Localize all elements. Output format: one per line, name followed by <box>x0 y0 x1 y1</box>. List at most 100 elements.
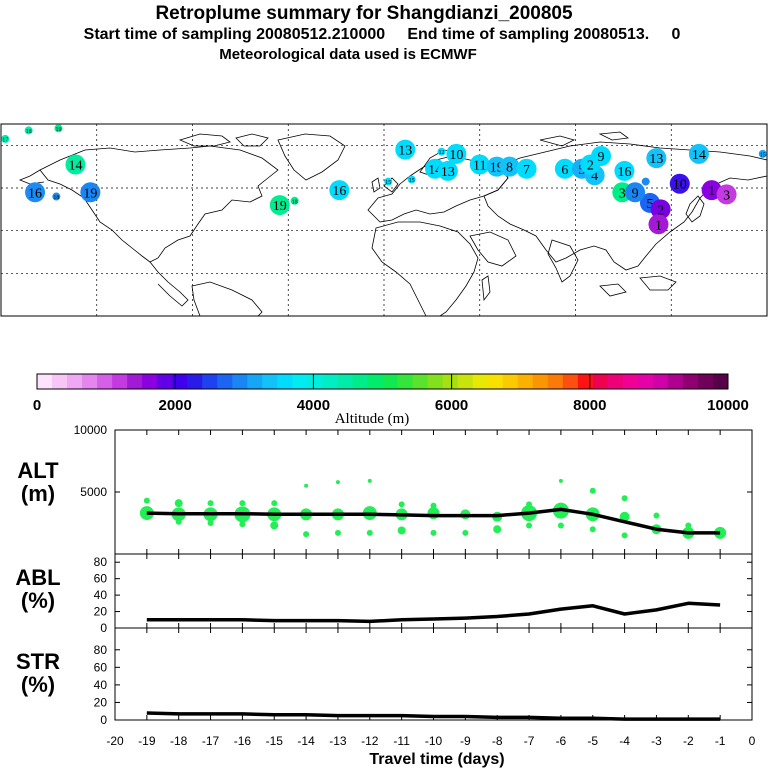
cluster-label: 11 <box>473 159 486 174</box>
y-tick-label: 5000 <box>80 485 107 499</box>
x-tick-label: -11 <box>393 734 410 748</box>
cluster-label: 3 <box>723 188 730 203</box>
cluster-marker: 14 <box>65 154 86 175</box>
cluster-marker: 6 <box>554 158 575 179</box>
alt-scatter-point <box>366 529 373 536</box>
sampling-time-line: Start time of sampling 20080512.210000 E… <box>83 26 681 43</box>
colorbar-cell <box>547 374 564 389</box>
colorbar-cell <box>397 374 414 389</box>
cluster-dot <box>54 124 63 133</box>
y-tick-label: 0 <box>100 713 107 727</box>
colorbar-cell <box>682 374 699 389</box>
cluster-marker: 13 <box>395 139 416 160</box>
colorbar-cell <box>322 374 338 389</box>
alt-panel-label: ALT <box>17 458 59 483</box>
cluster-label: 7 <box>523 163 530 178</box>
y-tick-label: 40 <box>94 678 108 692</box>
cluster-marker: 19 <box>80 182 101 203</box>
cluster-label: 17 <box>2 137 8 143</box>
alt-scatter-point <box>685 522 692 529</box>
str-panel-unit: (%) <box>21 672 55 697</box>
colorbar-cell <box>262 374 278 389</box>
cluster-label: 5 <box>578 163 585 178</box>
colorbar-cell <box>127 374 143 389</box>
cluster-dot <box>446 143 467 164</box>
x-tick-label: -12 <box>361 734 379 748</box>
x-tick-label: -19 <box>138 734 156 748</box>
cluster-marker: 7 <box>516 158 537 179</box>
y-tick-label: 20 <box>94 695 108 709</box>
x-tick-label: -20 <box>106 734 124 748</box>
alt-scatter-point <box>398 501 405 508</box>
cluster-label: 18 <box>292 199 298 205</box>
cluster-dot <box>24 126 33 135</box>
cluster-marker: 13 <box>646 148 667 169</box>
cluster-dot <box>614 160 635 181</box>
alt-scatter-point <box>430 502 437 509</box>
abl-panel-label: ABL <box>15 565 60 590</box>
colorbar-cell <box>382 374 399 389</box>
cluster-dot <box>641 177 650 186</box>
x-tick-label: -16 <box>234 734 252 748</box>
alt-scatter-point <box>619 511 630 522</box>
x-tick-label: -6 <box>556 734 567 748</box>
abl-panel-unit: (%) <box>21 588 55 613</box>
colorbar-cell <box>622 374 639 389</box>
colorbar-cell <box>427 374 444 389</box>
cluster-label: 13 <box>398 144 412 159</box>
colorbar-cell <box>217 374 233 389</box>
colorbar-cell <box>352 374 368 389</box>
str-panel: 0 20 40 60 80 <box>94 628 753 727</box>
cluster-label: 13 <box>441 165 455 180</box>
cluster-label: 8 <box>506 161 513 176</box>
alt-scatter-point <box>653 512 660 519</box>
colorbar-cell <box>112 374 128 389</box>
x-tick-label: 0 <box>749 734 756 748</box>
colorbar-cell <box>202 374 218 389</box>
cluster-dot <box>516 158 537 179</box>
cluster-dot <box>669 173 690 194</box>
cluster-marker: 15 <box>758 149 767 158</box>
alt-scatter-point <box>174 499 183 508</box>
cluster-dot <box>648 214 669 235</box>
colorbar-dividers <box>174 374 591 389</box>
cluster-dot <box>25 182 46 203</box>
x-axis-ticks: -20 -19 -18 -17 -16 -15 -14 -13 -12 -11 -10 -9 -8 -7-… <box>106 734 755 748</box>
y-tick-label: 60 <box>94 572 108 586</box>
cluster-dot <box>646 148 667 169</box>
colorbar-cell <box>532 374 549 389</box>
alt-scatter-point <box>526 522 533 529</box>
altitude-colorbar: 0 2000 4000 6000 8000 10000 Altitude (m) <box>33 373 749 427</box>
colorbar-cell <box>337 374 353 389</box>
x-tick-label: -8 <box>492 734 503 748</box>
colorbar-cell <box>37 374 53 389</box>
alt-panel-unit: (m) <box>21 481 55 506</box>
cluster-label: 9 <box>598 150 605 165</box>
colorbar-cell <box>517 374 534 389</box>
colorbar-cell <box>232 374 248 389</box>
colorbar-cell <box>367 374 383 389</box>
cluster-label: 10 <box>673 178 687 193</box>
cluster-marker: 9 <box>625 182 646 203</box>
colorbar-cell <box>247 374 263 389</box>
colorbar-cell <box>487 374 504 389</box>
cluster-label: 19 <box>55 127 61 133</box>
cluster-dot <box>407 175 416 184</box>
cluster-label: 19 <box>273 199 287 214</box>
alt-scatter-point <box>558 478 563 483</box>
y-tick-label: 40 <box>94 588 108 602</box>
cluster-label: 6 <box>561 163 568 178</box>
alt-scatter-point <box>589 487 596 494</box>
cluster-label: 18 <box>26 129 32 135</box>
colorbar-tick-label: 8000 <box>573 397 606 414</box>
x-tick-label: -13 <box>329 734 347 748</box>
colorbar-cell <box>157 374 173 389</box>
alt-scatter-point <box>526 501 533 508</box>
cluster-marker: 15 <box>407 175 416 184</box>
cluster-label: 18 <box>53 195 59 201</box>
cluster-label: 16 <box>28 186 42 201</box>
alt-scatter-point <box>334 529 341 536</box>
cluster-marker: 17 <box>1 134 10 143</box>
